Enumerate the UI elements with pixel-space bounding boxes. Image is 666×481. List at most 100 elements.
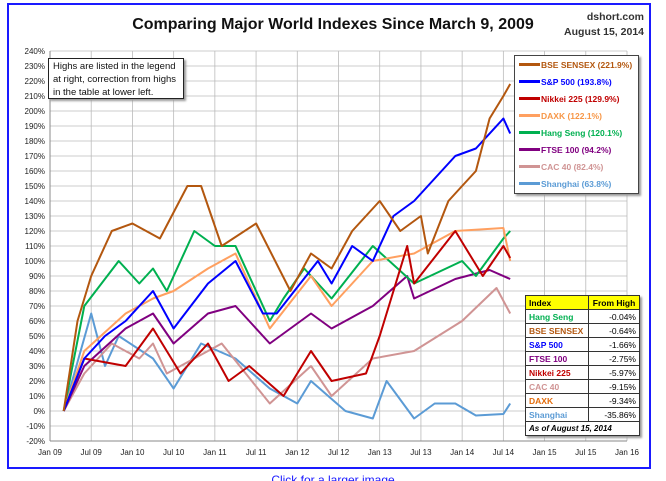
series-line-nikkei-225: [62, 230, 512, 412]
x-tick-label: Jan 12: [285, 448, 310, 457]
y-tick-label: 80%: [29, 287, 45, 296]
y-tick-label: 20%: [29, 377, 45, 386]
series-line-cac-40: [62, 287, 512, 412]
from-high-table: Index From High Hang Seng -0.04% BSE SENSE…: [524, 295, 640, 436]
series-line-ftse-100: [62, 269, 511, 412]
y-tick-label: 190%: [25, 122, 45, 131]
index-name: Nikkei 225: [524, 365, 590, 380]
x-tick-label: Jan 10: [120, 448, 145, 457]
y-tick-label: 210%: [25, 92, 45, 101]
legend-swatch: [519, 165, 540, 168]
table-row: DAXK -9.34%: [524, 393, 640, 408]
index-name: S&P 500: [524, 337, 590, 352]
y-tick-label: 40%: [29, 347, 45, 356]
x-tick-label: Jan 15: [533, 448, 558, 457]
from-high-value: -0.64%: [588, 323, 640, 338]
y-tick-label: 200%: [25, 107, 45, 116]
x-tick-label: Jan 09: [38, 448, 63, 457]
from-high-value: -5.97%: [588, 365, 640, 380]
legend-label: Shanghai (63.8%): [541, 178, 612, 189]
legend-item: S&P 500 (193.8%): [515, 73, 638, 90]
index-name: DAXK: [524, 393, 590, 408]
legend-item: Shanghai (63.8%): [515, 175, 638, 192]
x-tick-label: Jul 09: [81, 448, 103, 457]
chart-title: Comparing Major World Indexes Since Marc…: [132, 16, 534, 33]
legend-label: Hang Seng (120.1%): [541, 127, 623, 138]
series-line-daxk: [62, 227, 512, 412]
date-label: August 15, 2014: [564, 26, 644, 38]
legend-label: BSE SENSEX (221.9%): [541, 59, 633, 70]
series-line-bse-sensex: [62, 83, 512, 412]
series-line-hang-seng: [62, 230, 511, 412]
y-tick-label: 160%: [25, 167, 45, 176]
table-row: FTSE 100 -2.75%: [524, 351, 640, 366]
y-tick-label: 130%: [25, 212, 45, 221]
legend-label: Nikkei 225 (129.9%): [541, 93, 620, 104]
source-label: dshort.com: [586, 11, 644, 23]
y-tick-label: 70%: [29, 302, 45, 311]
table-row: Shanghai -35.86%: [524, 407, 640, 422]
table-footer: As of August 15, 2014: [525, 421, 640, 436]
legend-swatch: [519, 80, 540, 83]
legend-label: FTSE 100 (94.2%): [541, 144, 612, 155]
y-tick-label: 120%: [25, 227, 45, 236]
table-header-from-high: From High: [588, 295, 640, 310]
y-tick-label: 150%: [25, 182, 45, 191]
x-tick-label: Jan 13: [368, 448, 393, 457]
table-row: BSE SENSEX -0.64%: [524, 323, 640, 338]
legend-item: DAXK (122.1%): [515, 107, 638, 124]
y-tick-label: 220%: [25, 77, 45, 86]
source-info: dshort.com August 15, 2014: [564, 10, 644, 40]
legend-swatch: [519, 182, 540, 185]
larger-image-link[interactable]: Click for a larger image: [271, 473, 395, 481]
index-name: Shanghai: [524, 407, 590, 422]
table-row: Nikkei 225 -5.97%: [524, 365, 640, 380]
from-high-value: -9.15%: [588, 379, 640, 394]
table-row: Hang Seng -0.04%: [524, 309, 640, 324]
legend-label: S&P 500 (193.8%): [541, 76, 612, 87]
legend: BSE SENSEX (221.9%) S&P 500 (193.8%) Nikke…: [514, 55, 639, 194]
y-tick-label: 30%: [29, 362, 45, 371]
from-high-value: -2.75%: [588, 351, 640, 366]
annotation-note: Highs are listed in the legend at right,…: [48, 58, 184, 99]
legend-label: DAXK (122.1%): [541, 110, 602, 121]
legend-swatch: [519, 131, 540, 134]
y-tick-label: -10%: [26, 422, 45, 431]
legend-swatch: [519, 114, 540, 117]
from-high-value: -35.86%: [588, 407, 640, 422]
table-header-index: Index: [524, 295, 590, 310]
legend-item: FTSE 100 (94.2%): [515, 141, 638, 158]
y-tick-label: 0%: [33, 407, 45, 416]
legend-swatch: [519, 97, 540, 100]
table-row: CAC 40 -9.15%: [524, 379, 640, 394]
legend-item: Nikkei 225 (129.9%): [515, 90, 638, 107]
y-tick-label: 140%: [25, 197, 45, 206]
y-tick-label: 170%: [25, 152, 45, 161]
chart-frame: [7, 3, 651, 469]
legend-item: BSE SENSEX (221.9%): [515, 56, 638, 73]
legend-swatch: [519, 63, 540, 66]
y-tick-label: 230%: [25, 62, 45, 71]
y-tick-label: 100%: [25, 257, 45, 266]
x-tick-label: Jan 11: [203, 448, 227, 457]
series-line-s-p-500: [62, 117, 512, 412]
x-tick-label: Jan 16: [615, 448, 640, 457]
from-high-value: -9.34%: [588, 393, 640, 408]
x-tick-label: Jul 12: [328, 448, 350, 457]
legend-swatch: [519, 148, 540, 151]
y-tick-label: -20%: [26, 437, 45, 446]
x-tick-label: Jul 11: [246, 448, 267, 457]
table-row: S&P 500 -1.66%: [524, 337, 640, 352]
legend-label: CAC 40 (82.4%): [541, 161, 604, 172]
index-name: Hang Seng: [524, 309, 590, 324]
from-high-value: -1.66%: [588, 337, 640, 352]
from-high-value: -0.04%: [588, 309, 640, 324]
legend-item: CAC 40 (82.4%): [515, 158, 638, 175]
index-name: CAC 40: [524, 379, 590, 394]
x-tick-label: Jul 15: [575, 448, 597, 457]
x-tick-label: Jul 14: [493, 448, 515, 457]
x-tick-label: Jul 10: [163, 448, 185, 457]
y-tick-label: 180%: [25, 137, 45, 146]
